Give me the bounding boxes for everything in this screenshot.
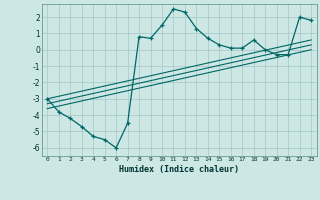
X-axis label: Humidex (Indice chaleur): Humidex (Indice chaleur): [119, 165, 239, 174]
